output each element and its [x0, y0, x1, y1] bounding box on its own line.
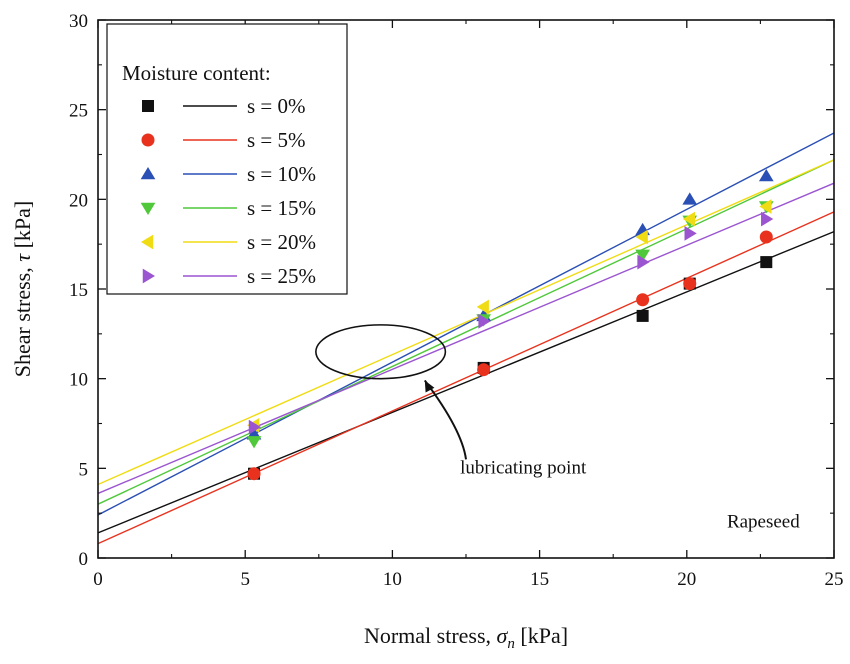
legend-label-series-3: s = 15% — [247, 196, 316, 220]
x-tick-label: 10 — [383, 569, 402, 590]
y-tick-label: 25 — [69, 101, 88, 122]
data-markers — [246, 169, 774, 481]
y-tick-label: 30 — [69, 11, 88, 32]
fit-line-series-2 — [98, 132, 834, 516]
data-point-series-2 — [758, 169, 774, 182]
annotation-rapeseed: Rapeseed — [727, 512, 800, 533]
legend-label-series-2: s = 10% — [247, 162, 316, 186]
fit-lines — [98, 132, 834, 545]
legend-label-series-5: s = 25% — [247, 264, 316, 288]
data-point-series-5 — [248, 419, 262, 435]
x-axis-title: Normal stress, σn [kPa] — [364, 623, 568, 652]
legend-label-series-4: s = 20% — [247, 230, 316, 254]
data-point-series-1 — [683, 277, 697, 291]
legend-marker-series-2 — [140, 167, 156, 180]
data-point-series-1 — [759, 230, 773, 244]
data-point-series-2 — [682, 192, 698, 205]
annotation-ellipse — [315, 324, 447, 380]
legend-label-series-1: s = 5% — [247, 128, 306, 152]
data-point-series-0 — [760, 256, 773, 269]
legend-box — [106, 23, 348, 295]
data-point-series-4 — [635, 229, 648, 245]
data-point-series-1 — [247, 467, 261, 481]
annotation-arrow-line — [423, 379, 467, 460]
data-point-series-4 — [476, 299, 489, 315]
data-point-series-5 — [761, 211, 774, 227]
fit-line-series-5 — [98, 182, 834, 495]
legend-label-series-0: s = 0% — [247, 94, 306, 118]
legend-marker-series-3 — [140, 202, 156, 215]
data-point-series-5 — [637, 254, 650, 270]
x-tick-label: 15 — [530, 569, 549, 590]
legend-marker-series-4 — [141, 234, 154, 250]
data-point-series-5 — [478, 313, 491, 329]
data-point-series-1 — [477, 363, 491, 377]
legend-marker-series-5 — [142, 268, 155, 284]
fit-line-series-4 — [98, 159, 834, 486]
x-tick-label: 20 — [677, 569, 696, 590]
data-point-series-1 — [636, 293, 650, 307]
legend: Moisture content: s = 0% s = 5% s = 10% s = … — [106, 23, 348, 295]
fit-line-series-1 — [98, 211, 834, 545]
y-tick-label: 5 — [79, 459, 89, 480]
annotation-lubricating-point: lubricating point — [460, 458, 587, 479]
annotations: lubricating point Rapeseed — [315, 324, 800, 533]
x-tick-label: 25 — [825, 569, 844, 590]
data-point-series-4 — [759, 199, 772, 214]
x-tick-label: 5 — [240, 569, 250, 590]
data-point-series-0 — [636, 309, 649, 322]
y-axis-title: Shear stress, τ [kPa] — [10, 201, 35, 378]
fit-line-series-3 — [98, 159, 834, 505]
y-tick-label: 15 — [69, 280, 88, 301]
fit-line-series-0 — [98, 230, 834, 534]
legend-marker-series-0 — [142, 100, 154, 112]
data-point-series-3 — [246, 436, 262, 449]
y-tick-label: 20 — [69, 190, 88, 211]
axis-ticks: 0 5 10 15 20 25 0 5 10 15 20 25 30 — [69, 11, 844, 590]
data-point-series-4 — [682, 211, 695, 227]
x-tick-label: 0 — [93, 569, 103, 590]
data-point-series-5 — [684, 226, 697, 241]
legend-title: Moisture content: — [122, 61, 271, 85]
annotation-arrow-head — [424, 380, 435, 393]
legend-marker-series-1 — [141, 133, 155, 147]
y-tick-label: 10 — [69, 370, 88, 391]
data-point-series-3 — [635, 249, 650, 262]
y-tick-label: 0 — [79, 549, 89, 570]
